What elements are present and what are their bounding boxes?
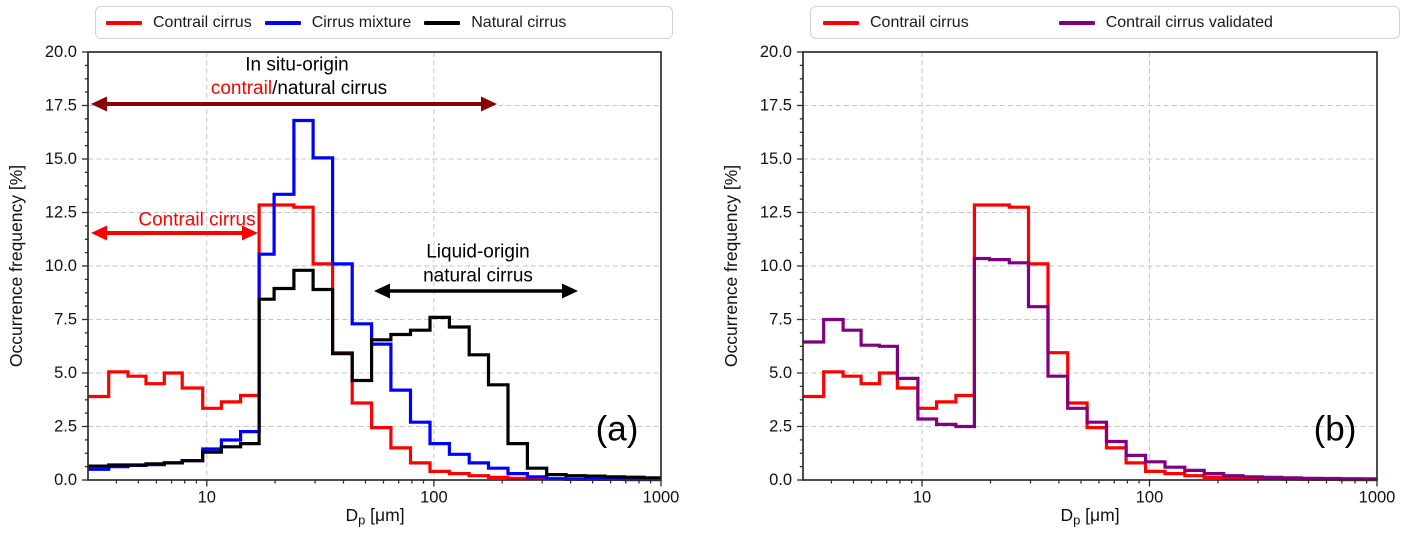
y-tick-label-b: 12.5 [760,204,792,222]
legend-line-contrail-cirrus-validated-icon [1058,20,1095,25]
arrow-liquid-range [374,283,578,299]
y-tick-label-a: 12.5 [45,204,77,222]
series-line-contrail-cirrus-panel-a [88,203,661,482]
y-tick-label-b: 20.0 [760,43,792,61]
y-tick-label-a: 2.5 [54,418,77,436]
series-line-contrail-cirrus-panel-b [803,203,1377,482]
y-tick-label-a: 20.0 [45,43,77,61]
legend-label-contrail-cirrus-b: Contrail cirrus [870,13,969,31]
x-tick-label-b: 1000 [1359,489,1396,507]
series-line-natural-cirrus-panel-a [88,268,661,480]
y-axis-title-b: Occurrence frequency [%] [721,165,741,367]
x-axis-title-b: Dp [μm] [1060,505,1119,528]
annotation-insitu-line2: contrail/natural cirrus [211,78,387,99]
y-tick-label-a: 5.0 [54,364,77,382]
arrow-liquid-range-right-head-icon [562,283,578,299]
legend-label-natural-cirrus: Natural cirrus [471,13,567,31]
legend-label-cirrus-mixture: Cirrus mixture [311,13,412,31]
arrow-contrail-range [91,225,258,241]
legend-panel-b: Contrail cirrus Contrail cirrus validate… [810,6,1400,39]
y-tick-label-b: 17.5 [760,97,792,115]
y-tick-label-b: 10.0 [760,257,792,275]
series-line-contrail-cirrus-validated-panel-b [803,256,1377,481]
panel-label-a: (a) [596,410,639,449]
legend-item-cirrus-mixture: Cirrus mixture [264,13,412,32]
legend-item-contrail-cirrus-b: Contrail cirrus [823,14,969,32]
y-tick-label-b: 2.5 [769,418,792,436]
x-tick-label-a: 10 [198,489,216,507]
x-tick-label-b: 10 [913,489,931,507]
arrow-contrail-range-left-head-icon [91,225,107,241]
legend-line-contrail-cirrus-icon [106,20,142,25]
y-axis-title-a: Occurrence frequency [%] [6,165,26,367]
annotation-liquid-line2: natural cirrus [423,266,533,287]
annotation-insitu-line1: In situ-origin [245,55,349,76]
annotation-contrail-label: Contrail cirrus [138,210,255,231]
y-tick-label-a: 7.5 [54,311,77,329]
legend-item-contrail-cirrus: Contrail cirrus [106,14,252,32]
arrow-contrail-range-right-head-icon [242,225,258,241]
y-tick-label-a: 17.5 [45,97,77,115]
arrow-insitu-range-left-head-icon [91,96,107,112]
y-tick-label-a: 15.0 [45,150,77,168]
arrow-liquid-range-left-head-icon [374,283,390,299]
annotation-liquid-line1: Liquid-origin [426,242,530,263]
y-tick-label-a: 10.0 [45,257,77,275]
arrow-insitu-range-right-head-icon [481,96,497,112]
x-tick-label-b: 100 [1136,489,1164,507]
legend-item-natural-cirrus: Natural cirrus [424,14,566,32]
series-line-cirrus-mixture-panel-a [88,118,661,481]
panel-label-b: (b) [1314,410,1357,449]
legend-panel-a: Contrail cirrus Cirrus mixture Natural c… [95,6,673,39]
y-tick-label-b: 7.5 [769,311,792,329]
y-tick-label-b: 5.0 [769,364,792,382]
legend-line-contrail-cirrus-b-icon [823,20,859,25]
legend-label-contrail-cirrus-validated: Contrail cirrus validated [1105,13,1273,31]
y-tick-label-a: 0.0 [54,471,77,489]
x-tick-label-a: 100 [420,489,448,507]
legend-line-natural-cirrus-icon [424,20,461,25]
x-axis-title-a: Dp [μm] [345,505,404,528]
y-tick-label-b: 0.0 [769,471,792,489]
x-tick-label-a: 1000 [643,489,680,507]
legend-item-contrail-cirrus-validated: Contrail cirrus validated [1058,13,1273,32]
arrow-insitu-range [91,96,497,112]
legend-label-contrail-cirrus: Contrail cirrus [153,13,252,31]
legend-line-cirrus-mixture-icon [264,20,301,25]
y-tick-label-b: 15.0 [760,150,792,168]
